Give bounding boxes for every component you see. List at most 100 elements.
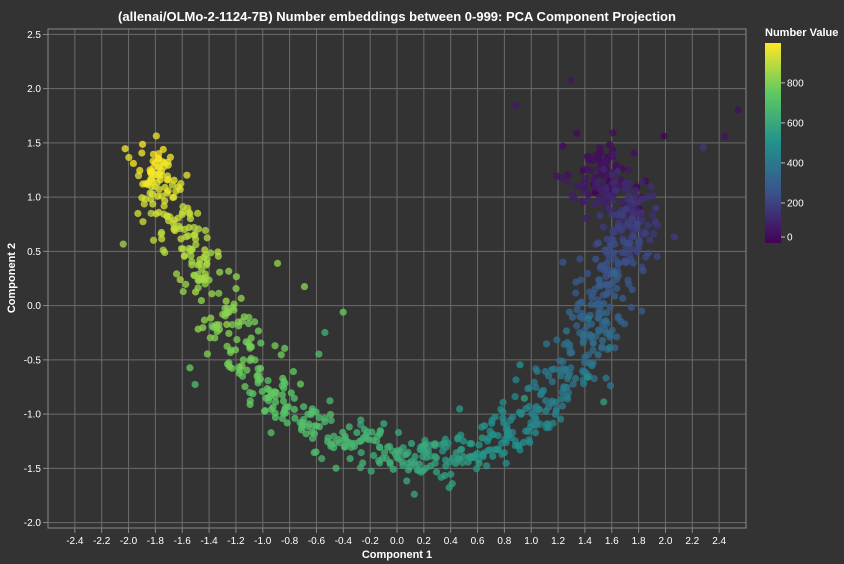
data-points <box>119 76 742 498</box>
data-point <box>632 192 640 200</box>
data-point <box>606 303 614 311</box>
data-point <box>169 193 177 202</box>
data-point <box>182 280 190 288</box>
data-point <box>291 414 299 422</box>
data-point <box>272 388 280 397</box>
data-point <box>407 439 416 448</box>
data-point <box>627 303 636 311</box>
data-point <box>491 446 499 454</box>
data-point <box>583 373 591 381</box>
data-point <box>194 209 202 217</box>
data-point <box>186 247 194 255</box>
data-point <box>214 248 222 256</box>
data-point <box>610 269 618 277</box>
data-point <box>215 289 223 297</box>
data-point <box>170 216 179 224</box>
legend-ticks: 800 600 400 200 0 <box>781 78 804 244</box>
data-point <box>375 457 383 465</box>
data-point <box>380 449 389 457</box>
data-point <box>565 308 574 316</box>
x-tick-label: -1.4 <box>200 536 218 547</box>
data-point <box>581 174 590 182</box>
data-point <box>177 245 186 253</box>
data-point <box>525 384 533 392</box>
data-point <box>532 421 541 429</box>
x-axis: -2.4 -2.2 -2.0 -1.8 -1.6 -1.4 -1.2 -1.0 -0.8 -0.6… <box>66 528 727 547</box>
data-point <box>591 200 599 209</box>
data-point <box>638 307 646 315</box>
data-point <box>579 339 587 347</box>
data-point <box>605 192 614 200</box>
y-tick-label: 1.0 <box>27 193 41 204</box>
data-point <box>281 409 290 417</box>
data-point <box>179 287 187 296</box>
data-point <box>287 389 295 397</box>
data-point <box>267 429 275 437</box>
data-point <box>522 404 530 413</box>
data-point <box>573 129 581 138</box>
data-point <box>499 414 507 422</box>
data-point <box>563 177 571 186</box>
data-point <box>308 428 316 436</box>
data-point <box>234 318 242 326</box>
data-point <box>203 350 211 358</box>
data-point <box>300 403 308 411</box>
data-point <box>177 235 185 243</box>
data-point <box>660 132 668 140</box>
data-point <box>588 294 596 302</box>
legend-tick-label: 200 <box>787 198 804 209</box>
data-point <box>652 204 660 212</box>
data-point <box>644 221 652 229</box>
data-point <box>524 427 532 435</box>
data-point <box>557 174 565 182</box>
data-point <box>410 490 418 498</box>
data-point <box>613 333 621 341</box>
data-point <box>539 386 548 395</box>
x-axis-title: Component 1 <box>362 549 432 561</box>
data-point <box>357 416 365 424</box>
data-point <box>401 451 409 459</box>
data-point <box>279 374 287 383</box>
data-point <box>394 428 403 437</box>
data-point <box>533 367 541 375</box>
legend-title: Number Value <box>765 27 838 39</box>
x-tick-label: 0.6 <box>471 536 485 547</box>
data-point <box>163 212 171 220</box>
data-point <box>629 259 637 267</box>
data-point <box>594 239 603 247</box>
data-point <box>339 308 347 316</box>
data-point <box>203 259 211 268</box>
data-point <box>170 176 178 184</box>
data-point <box>185 224 193 232</box>
data-point <box>139 218 147 226</box>
data-point <box>432 454 440 462</box>
data-point <box>483 462 491 470</box>
data-point <box>599 336 607 345</box>
data-point <box>223 342 231 350</box>
data-point <box>243 366 251 374</box>
data-point <box>472 465 481 473</box>
data-point <box>635 236 643 245</box>
data-point <box>298 421 306 430</box>
x-tick-label: -1.0 <box>254 536 272 547</box>
data-point <box>194 225 203 233</box>
data-point <box>249 390 257 398</box>
data-point <box>581 368 589 376</box>
data-point <box>595 327 603 335</box>
data-point <box>610 249 618 257</box>
data-point <box>326 397 334 405</box>
data-point <box>200 316 209 324</box>
data-point <box>653 252 661 261</box>
data-point <box>579 332 587 340</box>
data-point <box>519 438 528 447</box>
data-point <box>639 267 647 275</box>
data-point <box>589 152 598 160</box>
data-point <box>448 480 456 488</box>
data-point <box>246 400 254 409</box>
data-point <box>581 353 589 361</box>
data-point <box>500 449 508 457</box>
data-point <box>598 342 606 351</box>
data-point <box>603 235 611 243</box>
data-point <box>629 232 637 240</box>
data-point <box>602 290 611 299</box>
